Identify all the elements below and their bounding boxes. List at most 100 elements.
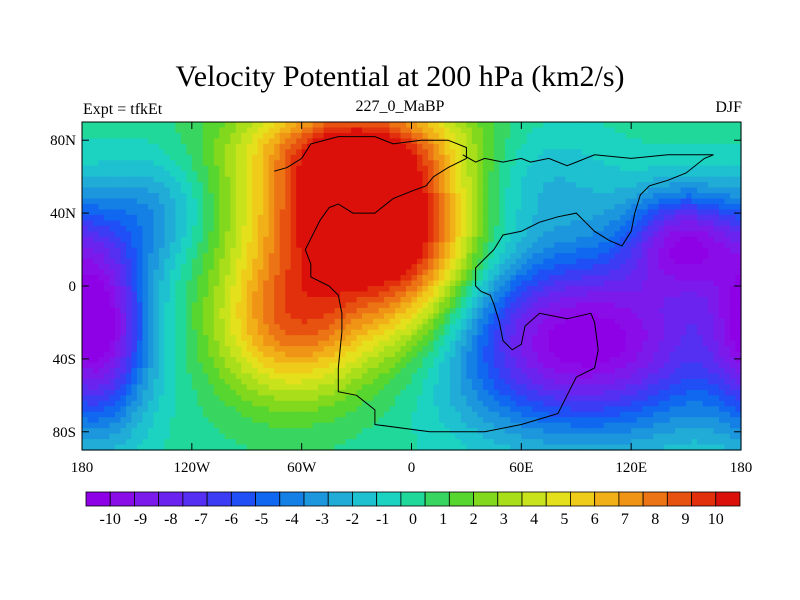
field-cell — [285, 258, 292, 265]
field-cell — [373, 280, 380, 287]
field-cell — [543, 225, 550, 232]
field-cell — [296, 324, 303, 331]
field-cell — [422, 182, 429, 189]
field-cell — [345, 220, 352, 227]
field-cell — [554, 318, 561, 325]
field-cell — [631, 275, 638, 282]
field-cell — [257, 220, 264, 227]
field-cell — [592, 242, 599, 249]
field-cell — [213, 236, 220, 243]
field-cell — [735, 286, 742, 293]
field-cell — [730, 143, 737, 150]
field-cell — [345, 346, 352, 353]
field-cell — [268, 127, 275, 134]
field-cell — [109, 165, 116, 172]
field-cell — [263, 209, 270, 216]
field-cell — [460, 296, 468, 303]
field-cell — [433, 269, 440, 276]
field-cell — [268, 154, 275, 161]
field-cell — [675, 329, 682, 336]
field-cell — [559, 280, 566, 287]
field-cell — [296, 340, 303, 347]
field-cell — [565, 340, 572, 347]
field-cell — [103, 291, 111, 298]
field-cell — [103, 318, 111, 325]
field-cell — [537, 132, 544, 139]
field-cell — [279, 291, 286, 298]
field-cell — [367, 198, 374, 205]
field-cell — [526, 154, 533, 161]
field-cell — [103, 296, 111, 303]
field-cell — [526, 253, 533, 260]
field-cell — [340, 187, 347, 194]
field-cell — [675, 176, 682, 183]
field-cell — [263, 335, 270, 342]
field-cell — [730, 318, 737, 325]
field-cell — [642, 340, 649, 347]
field-cell — [384, 291, 391, 298]
field-cell — [158, 335, 165, 342]
field-cell — [307, 209, 314, 216]
field-cell — [587, 264, 594, 271]
field-cell — [444, 335, 451, 342]
field-cell — [697, 318, 704, 325]
field-cell — [378, 143, 385, 150]
field-cell — [499, 176, 506, 183]
field-cell — [246, 307, 253, 314]
field-cell — [312, 187, 319, 194]
field-cell — [576, 269, 583, 276]
field-cell — [263, 231, 270, 238]
field-cell — [598, 236, 605, 243]
field-cell — [449, 198, 457, 205]
field-cell — [664, 286, 671, 293]
field-cell — [147, 258, 154, 265]
field-cell — [268, 236, 275, 243]
field-cell — [373, 220, 380, 227]
field-cell — [351, 269, 358, 276]
field-cell — [109, 171, 116, 178]
field-cell — [636, 225, 643, 232]
field-cell — [466, 291, 473, 298]
field-cell — [724, 154, 731, 161]
field-cell — [570, 275, 577, 282]
field-cell — [460, 127, 468, 134]
field-cell — [362, 302, 369, 309]
field-cell — [521, 253, 528, 260]
field-cell — [263, 302, 270, 309]
field-cell — [471, 149, 478, 156]
field-cell — [675, 313, 682, 320]
field-cell — [477, 132, 484, 139]
field-cell — [136, 302, 144, 309]
field-cell — [323, 220, 330, 227]
field-cell — [411, 132, 418, 139]
field-cell — [175, 253, 182, 260]
field-cell — [400, 318, 407, 325]
field-cell — [98, 313, 105, 320]
field-cell — [499, 122, 506, 129]
field-cell — [581, 154, 588, 161]
field-cell — [329, 264, 336, 271]
field-cell — [686, 253, 693, 260]
field-cell — [82, 193, 89, 200]
field-cell — [356, 346, 363, 353]
field-cell — [362, 220, 369, 227]
field-cell — [537, 127, 544, 134]
field-cell — [719, 138, 726, 145]
field-cell — [131, 127, 138, 134]
field-cell — [400, 214, 407, 221]
field-cell — [230, 165, 237, 172]
field-cell — [389, 313, 396, 320]
field-cell — [449, 176, 457, 183]
field-cell — [587, 127, 594, 134]
field-cell — [526, 275, 533, 282]
field-cell — [213, 296, 220, 303]
field-cell — [477, 258, 484, 265]
field-cell — [647, 280, 654, 287]
field-cell — [620, 247, 627, 254]
field-cell — [235, 198, 242, 205]
field-cell — [334, 335, 341, 342]
field-cell — [208, 258, 215, 265]
field-cell — [323, 302, 330, 309]
field-cell — [296, 269, 303, 276]
field-cell — [285, 280, 292, 287]
